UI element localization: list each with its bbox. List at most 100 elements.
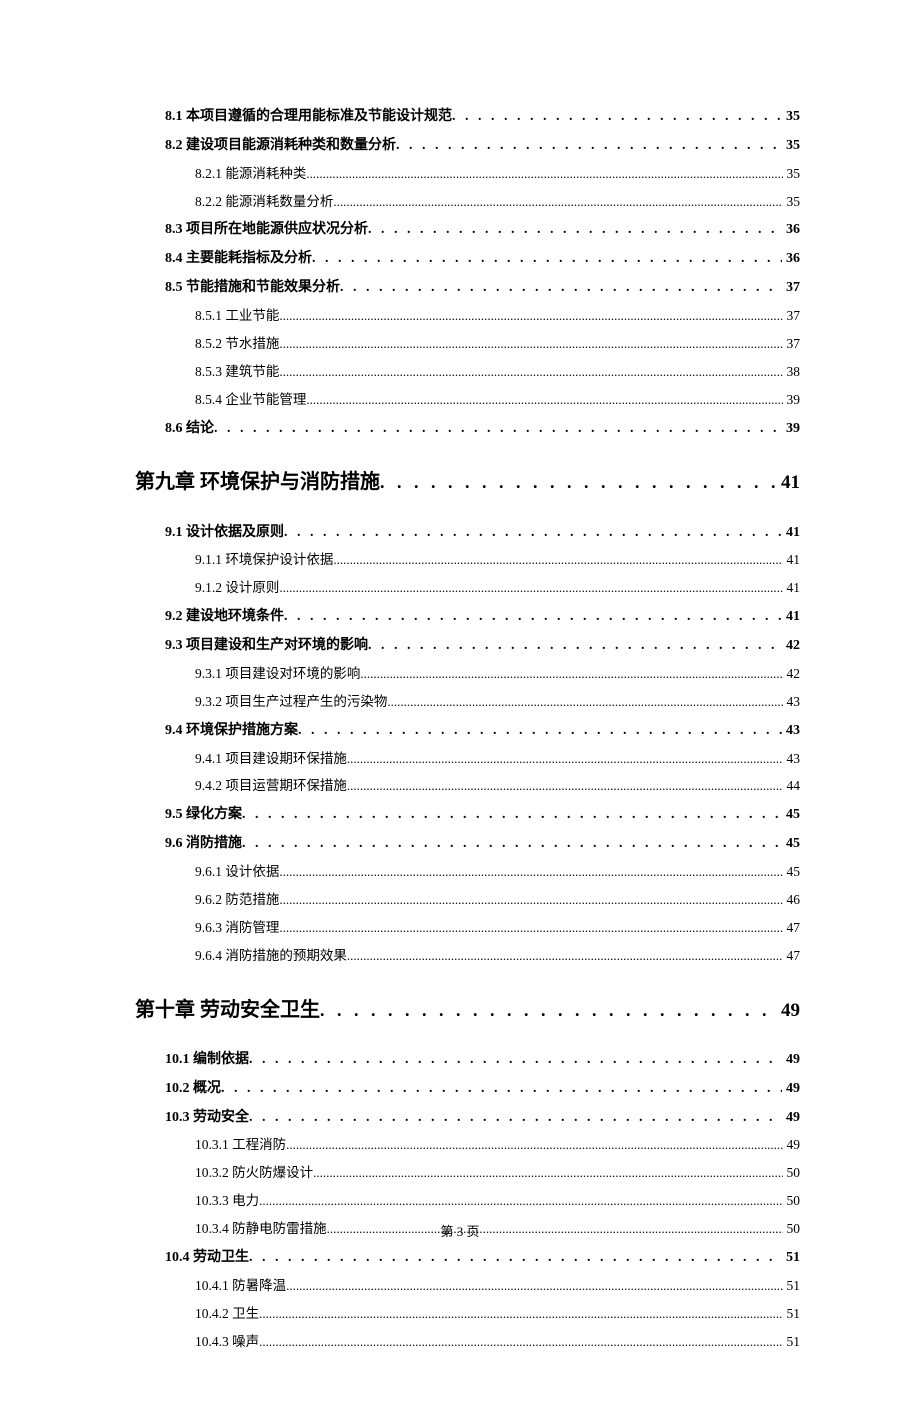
toc-leader-dots: . . . . . . . . . . . . . . . . . . . . … <box>380 466 777 498</box>
toc-leader-dots: . . . . . . . . . . . . . . . . . . . . … <box>242 832 782 856</box>
toc-entry-title: 9.1 设计依据及原则 <box>165 521 284 545</box>
toc-entry-level3: 8.2.1 能源消耗种类............................… <box>195 163 800 186</box>
toc-entry-title: 9.1.2 设计原则 <box>195 577 279 600</box>
toc-entry-level3: 9.6.4 消防措施的预期效果.........................… <box>195 945 800 968</box>
toc-leader-dots: . . . . . . . . . . . . . . . . . . . . … <box>284 605 782 629</box>
toc-entry-page: 51 <box>783 1275 801 1298</box>
toc-entry-level2: 9.4 环境保护措施方案 . . . . . . . . . . . . . .… <box>165 719 800 743</box>
toc-entry-page: 43 <box>783 748 801 771</box>
toc-entry-title: 10.2 概况 <box>165 1077 221 1101</box>
toc-entry-level3: 10.3.2 防火防爆设计...........................… <box>195 1162 800 1185</box>
toc-entry-page: 43 <box>782 719 800 743</box>
toc-entry-title: 8.4 主要能耗指标及分析 <box>165 247 312 271</box>
toc-entry-level2: 8.5 节能措施和节能效果分析 . . . . . . . . . . . . … <box>165 276 800 300</box>
toc-entry-title: 9.6.2 防范措施 <box>195 889 279 912</box>
page-container: 8.1 本项目遵循的合理用能标准及节能设计规范 . . . . . . . . … <box>0 0 920 1419</box>
toc-entry-level1: 第十章 劳动安全卫生. . . . . . . . . . . . . . . … <box>135 992 800 1028</box>
toc-entry-level3: 8.5.2 节水措施..............................… <box>195 333 800 356</box>
toc-leader-dots: . . . . . . . . . . . . . . . . . . . . … <box>284 521 782 545</box>
toc-entry-title: 9.2 建设地环境条件 <box>165 605 284 629</box>
toc-entry-page: 41 <box>783 549 801 572</box>
toc-leader-dots: ........................................… <box>347 775 783 797</box>
toc-leader-dots: ........................................… <box>306 389 782 411</box>
toc-leader-dots: ........................................… <box>259 1190 782 1212</box>
toc-entry-page: 41 <box>782 521 800 545</box>
toc-entry-page: 37 <box>783 305 801 328</box>
toc-entry-page: 51 <box>782 1246 800 1270</box>
toc-entry-title: 8.2.2 能源消耗数量分析 <box>195 191 333 214</box>
toc-entry-page: 47 <box>783 945 801 968</box>
toc-entry-page: 49 <box>782 1106 800 1130</box>
toc-entry-level2: 8.1 本项目遵循的合理用能标准及节能设计规范 . . . . . . . . … <box>165 105 800 129</box>
toc-leader-dots: . . . . . . . . . . . . . . . . . . . . … <box>242 803 782 827</box>
toc-entry-page: 49 <box>782 1077 800 1101</box>
toc-entry-title: 8.3 项目所在地能源供应状况分析 <box>165 218 368 242</box>
toc-entry-level3: 9.1.1 环境保护设计依据..........................… <box>195 549 800 572</box>
toc-entry-page: 49 <box>782 1048 800 1072</box>
toc-leader-dots: . . . . . . . . . . . . . . . . . . . . … <box>249 1246 782 1270</box>
toc-entry-level3: 8.5.4 企业节能管理............................… <box>195 389 800 412</box>
toc-entry-title: 9.3.2 项目生产过程产生的污染物 <box>195 691 387 714</box>
toc-entry-level3: 10.3.3 电力...............................… <box>195 1190 800 1213</box>
toc-entry-title: 9.5 绿化方案 <box>165 803 242 827</box>
toc-entry-page: 45 <box>782 803 800 827</box>
toc-leader-dots: . . . . . . . . . . . . . . . . . . . . … <box>249 1106 782 1130</box>
toc-leader-dots: . . . . . . . . . . . . . . . . . . . . … <box>368 634 782 658</box>
toc-leader-dots: . . . . . . . . . . . . . . . . . . . . … <box>320 994 777 1026</box>
toc-leader-dots: . . . . . . . . . . . . . . . . . . . . … <box>214 417 782 441</box>
toc-leader-dots: ........................................… <box>286 1134 782 1156</box>
toc-leader-dots: . . . . . . . . . . . . . . . . . . . . … <box>368 218 782 242</box>
toc-entry-page: 50 <box>783 1190 801 1213</box>
toc-leader-dots: . . . . . . . . . . . . . . . . . . . . … <box>340 276 782 300</box>
toc-entry-page: 45 <box>782 832 800 856</box>
toc-entry-title: 8.5.1 工业节能 <box>195 305 279 328</box>
toc-leader-dots: ........................................… <box>279 889 782 911</box>
toc-leader-dots: . . . . . . . . . . . . . . . . . . . . … <box>452 105 782 129</box>
toc-entry-title: 9.6.3 消防管理 <box>195 917 279 940</box>
toc-entry-page: 38 <box>783 361 801 384</box>
toc-entry-title: 9.4.2 项目运营期环保措施 <box>195 775 347 798</box>
toc-leader-dots: ........................................… <box>259 1331 782 1353</box>
toc-leader-dots: ........................................… <box>360 663 782 685</box>
toc-entry-page: 49 <box>783 1134 801 1157</box>
toc-entry-page: 41 <box>777 466 800 500</box>
toc-entry-title: 8.1 本项目遵循的合理用能标准及节能设计规范 <box>165 105 452 129</box>
toc-entry-title: 10.4.1 防暑降温 <box>195 1275 286 1298</box>
toc-entry-title: 10.4 劳动卫生 <box>165 1246 249 1270</box>
toc-entry-level2: 9.2 建设地环境条件 . . . . . . . . . . . . . . … <box>165 605 800 629</box>
toc-entry-title: 8.5.3 建筑节能 <box>195 361 279 384</box>
toc-entry-level3: 8.2.2 能源消耗数量分析..........................… <box>195 191 800 214</box>
toc-entry-title: 10.4.2 卫生 <box>195 1303 259 1326</box>
toc-entry-level2: 9.3 项目建设和生产对环境的影响 . . . . . . . . . . . … <box>165 634 800 658</box>
toc-leader-dots: ........................................… <box>333 549 782 571</box>
toc-leader-dots: ........................................… <box>387 691 782 713</box>
toc-entry-title: 8.2 建设项目能源消耗种类和数量分析 <box>165 134 396 158</box>
toc-entry-level1: 第九章 环境保护与消防措施. . . . . . . . . . . . . .… <box>135 464 800 500</box>
toc-entry-page: 39 <box>783 389 801 412</box>
toc-entry-title: 9.6.4 消防措施的预期效果 <box>195 945 347 968</box>
toc-entry-title: 9.3 项目建设和生产对环境的影响 <box>165 634 368 658</box>
toc-entry-page: 41 <box>782 605 800 629</box>
toc-leader-dots: . . . . . . . . . . . . . . . . . . . . … <box>221 1077 782 1101</box>
toc-leader-dots: ........................................… <box>347 748 783 770</box>
toc-entry-level3: 8.5.1 工业节能..............................… <box>195 305 800 328</box>
toc-entry-level3: 9.6.2 防范措施..............................… <box>195 889 800 912</box>
toc-entry-title: 8.2.1 能源消耗种类 <box>195 163 306 186</box>
toc-leader-dots: ........................................… <box>279 333 782 355</box>
toc-entry-level3: 9.1.2 设计原则..............................… <box>195 577 800 600</box>
toc-entry-level2: 8.3 项目所在地能源供应状况分析 . . . . . . . . . . . … <box>165 218 800 242</box>
toc-leader-dots: . . . . . . . . . . . . . . . . . . . . … <box>298 719 782 743</box>
toc-entry-page: 39 <box>782 417 800 441</box>
toc-entry-title: 10.1 编制依据 <box>165 1048 249 1072</box>
toc-entry-title: 10.3.2 防火防爆设计 <box>195 1162 313 1185</box>
toc-leader-dots: ........................................… <box>279 861 782 883</box>
toc-entry-page: 51 <box>783 1303 801 1326</box>
toc-entry-level3: 10.4.2 卫生...............................… <box>195 1303 800 1326</box>
toc-leader-dots: . . . . . . . . . . . . . . . . . . . . … <box>249 1048 782 1072</box>
toc-leader-dots: ........................................… <box>279 577 782 599</box>
toc-entry-title: 9.6 消防措施 <box>165 832 242 856</box>
toc-entry-page: 35 <box>782 134 800 158</box>
toc-entry-title: 10.3 劳动安全 <box>165 1106 249 1130</box>
toc-entry-page: 43 <box>783 691 801 714</box>
toc-entry-level2: 9.6 消防措施 . . . . . . . . . . . . . . . .… <box>165 832 800 856</box>
